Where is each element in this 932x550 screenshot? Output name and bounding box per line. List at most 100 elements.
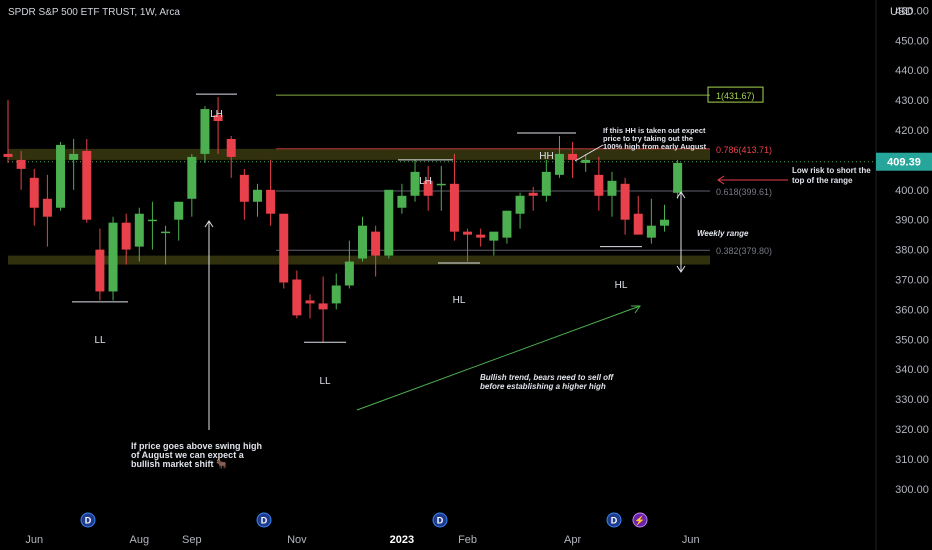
- y-axis-tick-label: 330.00: [895, 394, 929, 406]
- swing-label: LL: [94, 335, 106, 346]
- bull-note-text: Bullish trend, bears need to sell off: [480, 373, 615, 382]
- candle-body: [56, 144, 66, 208]
- swing-label: HL: [453, 295, 466, 306]
- candle-body: [239, 174, 249, 202]
- candle-body: [187, 156, 197, 199]
- candle-body: [16, 159, 26, 169]
- candle-body: [134, 213, 144, 247]
- weekly-range-arrow-top: [676, 191, 686, 199]
- dividend-marker-label: D: [261, 516, 268, 526]
- hh-note-text: If this HH is taken out expect: [603, 126, 706, 135]
- currency-label: USD: [890, 6, 913, 18]
- price-axis-panel: [876, 0, 932, 550]
- candle-body: [121, 222, 131, 250]
- candle-body: [161, 231, 171, 234]
- dividend-marker: [432, 512, 448, 528]
- bull-trend-arrow: [356, 305, 641, 411]
- candle-body: [436, 183, 446, 186]
- candle-body: [489, 231, 499, 241]
- y-axis-tick-label: 400.00: [895, 185, 929, 197]
- candle-body: [331, 285, 341, 304]
- dividend-marker: [80, 512, 96, 528]
- last-price-value: 409.39: [887, 157, 921, 169]
- candle-body: [344, 261, 354, 286]
- candle-body: [673, 162, 683, 193]
- candle-body: [29, 177, 39, 208]
- candle-body: [95, 249, 105, 292]
- candle-body: [279, 213, 289, 283]
- shift-note-text: If price goes above swing high: [131, 441, 262, 451]
- candle-body: [607, 180, 617, 196]
- candle-body: [305, 300, 315, 304]
- y-axis-tick-label: 440.00: [895, 65, 929, 77]
- candle-body: [252, 189, 262, 202]
- candle-body: [69, 153, 79, 160]
- candle-body: [515, 195, 525, 214]
- support-resistance-zone: [8, 255, 710, 265]
- x-axis-tick-label: Jun: [25, 534, 43, 546]
- hh-note-arrow: [574, 144, 604, 162]
- y-axis-tick-label: 300.00: [895, 484, 929, 496]
- support-resistance-zone: [8, 148, 710, 160]
- candle-body: [397, 195, 407, 208]
- dividend-marker: [256, 512, 272, 528]
- swing-label: LH: [419, 176, 432, 187]
- weekly-range-arrow-bottom: [676, 265, 686, 273]
- weekly-range-label: Weekly range: [697, 229, 749, 238]
- y-axis-tick-label: 320.00: [895, 424, 929, 436]
- hh-note-text: price to try taking out the: [603, 134, 693, 143]
- y-axis-tick-label: 340.00: [895, 364, 929, 376]
- candle-body: [3, 153, 13, 157]
- bull-trend-arrowhead: [631, 305, 641, 314]
- swing-label: HH: [539, 151, 553, 162]
- y-axis-tick-label: 360.00: [895, 304, 929, 316]
- candle-body: [476, 234, 486, 238]
- chart-title: SPDR S&P 500 ETF TRUST, 1W, Arca: [8, 7, 180, 18]
- candle-body: [423, 180, 433, 196]
- candle-body: [108, 222, 118, 292]
- candle-body: [541, 171, 551, 196]
- swing-label: LL: [319, 376, 331, 387]
- fib-level-label: 1(431.67): [716, 91, 755, 101]
- x-axis-tick-label: Sep: [182, 534, 202, 546]
- candle-body: [318, 303, 328, 310]
- short-note-arrowhead: [717, 175, 725, 185]
- candle-body: [371, 231, 381, 256]
- swing-label: LH: [210, 109, 223, 120]
- candle-body: [358, 225, 368, 259]
- candle-body: [147, 219, 157, 222]
- dividend-marker-label: D: [611, 516, 618, 526]
- x-axis-tick-label: 2023: [390, 534, 414, 546]
- shift-note-text: bullish market shift 🐂: [131, 459, 227, 469]
- shift-note-arrowhead: [204, 220, 214, 228]
- hh-note-text: 100% high from early August: [603, 142, 707, 151]
- fib-level-label: 0.382(379.80): [716, 246, 772, 256]
- candle-body: [82, 150, 92, 220]
- x-axis-tick-label: Aug: [130, 534, 150, 546]
- candle-body: [200, 109, 210, 154]
- candle-body: [633, 213, 643, 235]
- y-axis-tick-label: 390.00: [895, 215, 929, 227]
- swing-label: HL: [615, 280, 628, 291]
- candle-body: [594, 174, 604, 196]
- split-marker-label: ⚡: [634, 515, 645, 527]
- candle-body: [528, 192, 538, 196]
- x-axis-tick-label: Apr: [564, 534, 581, 546]
- candle-body: [266, 189, 276, 214]
- candle-body: [226, 138, 236, 157]
- candle-body: [660, 219, 669, 226]
- last-price-badge: [876, 152, 932, 171]
- x-axis-tick-label: Jun: [682, 534, 700, 546]
- candle-body: [463, 231, 473, 235]
- y-axis-tick-label: 460.00: [895, 5, 929, 17]
- x-axis-tick-label: Feb: [458, 534, 477, 546]
- candle-body: [449, 183, 459, 232]
- y-axis-tick-label: 420.00: [895, 125, 929, 137]
- y-axis-tick-label: 370.00: [895, 275, 929, 287]
- candle-body: [581, 159, 591, 163]
- split-marker: [632, 512, 648, 528]
- fib-level-label: 0.786(413.71): [716, 145, 772, 155]
- y-axis-tick-label: 310.00: [895, 454, 929, 466]
- candle-body: [292, 279, 302, 316]
